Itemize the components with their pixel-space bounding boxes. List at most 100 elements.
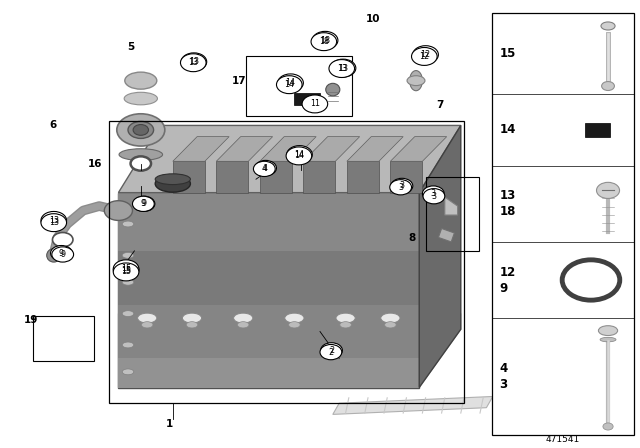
- Text: 3: 3: [431, 192, 436, 201]
- Text: 12: 12: [420, 50, 431, 59]
- Text: 4: 4: [262, 164, 267, 173]
- Text: 17: 17: [232, 76, 246, 86]
- Text: 3: 3: [431, 189, 436, 198]
- Text: 9: 9: [60, 250, 65, 259]
- Circle shape: [113, 260, 139, 278]
- Text: 3: 3: [398, 183, 403, 192]
- Circle shape: [113, 263, 139, 281]
- Text: 15: 15: [121, 266, 131, 275]
- Polygon shape: [303, 161, 335, 193]
- Ellipse shape: [182, 313, 202, 323]
- Polygon shape: [390, 161, 422, 193]
- Circle shape: [131, 156, 151, 171]
- Circle shape: [253, 161, 275, 177]
- Ellipse shape: [124, 92, 157, 105]
- Circle shape: [412, 47, 437, 65]
- Text: 1: 1: [166, 419, 173, 429]
- Ellipse shape: [385, 322, 396, 328]
- Polygon shape: [216, 137, 273, 161]
- Ellipse shape: [234, 313, 253, 323]
- Polygon shape: [333, 396, 493, 414]
- Ellipse shape: [340, 322, 351, 328]
- Text: 10: 10: [366, 14, 380, 24]
- Text: 14: 14: [285, 78, 296, 87]
- Text: 11: 11: [310, 99, 320, 108]
- Polygon shape: [173, 137, 229, 161]
- Text: 14: 14: [284, 80, 294, 89]
- Circle shape: [276, 76, 302, 94]
- Polygon shape: [118, 314, 461, 388]
- Polygon shape: [118, 305, 419, 358]
- Circle shape: [302, 95, 328, 113]
- Text: 7: 7: [436, 100, 444, 110]
- Ellipse shape: [410, 71, 422, 91]
- Text: 13: 13: [188, 58, 198, 67]
- Circle shape: [113, 261, 139, 279]
- Circle shape: [312, 31, 338, 49]
- Polygon shape: [173, 161, 205, 193]
- Polygon shape: [260, 161, 292, 193]
- Ellipse shape: [141, 322, 153, 328]
- Text: 4
3: 4 3: [499, 362, 508, 391]
- Circle shape: [52, 247, 74, 262]
- Text: 13: 13: [189, 57, 199, 66]
- Ellipse shape: [289, 322, 300, 328]
- Bar: [33, 316, 94, 361]
- Polygon shape: [118, 358, 419, 388]
- Text: 471541: 471541: [545, 435, 580, 444]
- Text: 18: 18: [320, 36, 330, 45]
- Ellipse shape: [122, 280, 134, 285]
- Circle shape: [330, 59, 356, 77]
- Circle shape: [278, 74, 303, 92]
- Text: 2: 2: [328, 348, 333, 357]
- Ellipse shape: [128, 121, 154, 138]
- Text: 15: 15: [499, 47, 516, 60]
- Circle shape: [562, 260, 620, 300]
- Bar: [246, 56, 352, 116]
- Circle shape: [390, 180, 412, 195]
- Text: 5: 5: [127, 42, 135, 52]
- Ellipse shape: [186, 322, 198, 328]
- Text: 13: 13: [49, 216, 59, 225]
- Circle shape: [596, 182, 620, 198]
- Text: 13: 13: [49, 218, 59, 227]
- Circle shape: [255, 160, 276, 176]
- Text: 4: 4: [263, 164, 268, 172]
- Text: 19: 19: [24, 315, 38, 325]
- Circle shape: [286, 147, 312, 165]
- Circle shape: [132, 196, 154, 211]
- Ellipse shape: [122, 369, 134, 375]
- Text: 9: 9: [141, 199, 147, 208]
- Circle shape: [423, 189, 445, 204]
- Ellipse shape: [381, 313, 400, 323]
- Polygon shape: [419, 125, 461, 388]
- Polygon shape: [216, 161, 248, 193]
- Circle shape: [602, 82, 614, 90]
- Text: 8: 8: [408, 233, 415, 243]
- Ellipse shape: [237, 322, 249, 328]
- Text: 12
9: 12 9: [499, 266, 515, 294]
- Text: 13: 13: [337, 64, 347, 73]
- Circle shape: [180, 54, 206, 72]
- Circle shape: [391, 178, 413, 194]
- Ellipse shape: [601, 22, 615, 30]
- Circle shape: [133, 196, 155, 211]
- Circle shape: [104, 201, 132, 220]
- Circle shape: [41, 211, 67, 229]
- Circle shape: [311, 33, 337, 51]
- Text: 13: 13: [338, 64, 348, 73]
- Polygon shape: [347, 137, 403, 161]
- Ellipse shape: [47, 249, 61, 262]
- Ellipse shape: [122, 253, 134, 258]
- Text: 6: 6: [49, 121, 57, 130]
- Bar: [109, 121, 464, 403]
- Circle shape: [413, 46, 438, 64]
- Circle shape: [287, 146, 312, 164]
- Ellipse shape: [156, 175, 191, 192]
- Ellipse shape: [138, 313, 157, 323]
- Text: 18: 18: [319, 37, 329, 46]
- Circle shape: [603, 423, 613, 430]
- Text: 12: 12: [419, 52, 429, 61]
- Polygon shape: [118, 193, 419, 388]
- Circle shape: [41, 214, 67, 232]
